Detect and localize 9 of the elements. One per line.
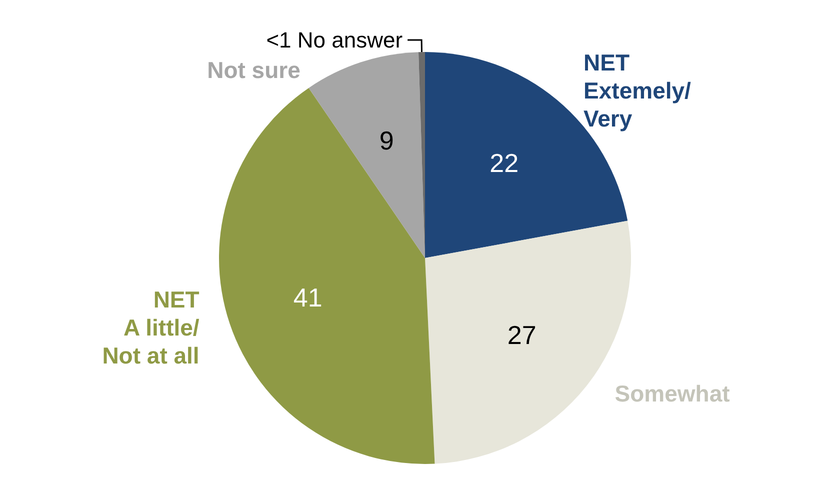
slice-label: NET A little/ Not at all [102, 286, 200, 368]
data-label: 27 [507, 320, 536, 350]
slice-label: Not sure [207, 57, 300, 84]
data-label: 41 [293, 282, 322, 312]
slice-label: Somewhat [614, 380, 730, 407]
slice-label: <1 No answer [266, 28, 403, 53]
data-label: 9 [379, 126, 394, 156]
slice-label: NET Extemely/ Very [584, 50, 692, 132]
data-label: 22 [490, 148, 519, 178]
